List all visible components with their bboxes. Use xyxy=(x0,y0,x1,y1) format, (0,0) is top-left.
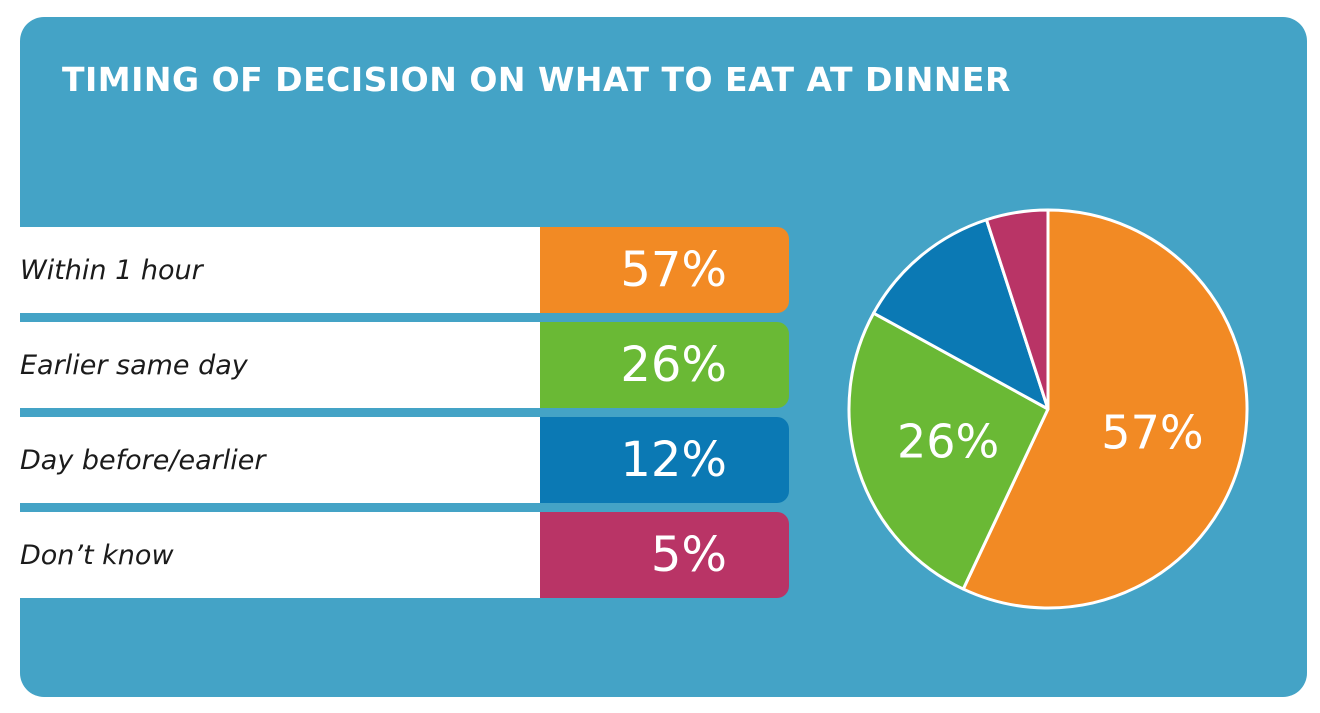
legend-label-day-before-earlier: Day before/earlier xyxy=(20,417,540,503)
legend-value-dont-know: 5% xyxy=(540,512,789,598)
legend-label-earlier-same-day: Earlier same day xyxy=(20,322,540,408)
legend-value-earlier-same-day: 26% xyxy=(540,322,789,408)
pie-slice-within-1-hour xyxy=(961,208,1249,610)
pie-slice-dont-know xyxy=(985,208,1050,411)
legend-value-within-1-hour: 57% xyxy=(540,227,789,313)
legend-row-dont-know: Don’t know 5% xyxy=(20,512,790,598)
legend-label-within-1-hour: Within 1 hour xyxy=(20,227,540,313)
pie-chart: 57% 26% xyxy=(847,208,1249,610)
legend-row-day-before-earlier: Day before/earlier 12% xyxy=(20,417,790,503)
pie-label-earlier-same-day: 26% xyxy=(897,414,999,468)
legend-rows: Within 1 hour 57% Earlier same day 26% D… xyxy=(20,227,790,607)
legend-value-day-before-earlier: 12% xyxy=(540,417,789,503)
chart-title: TIMING OF DECISION ON WHAT TO EAT AT DIN… xyxy=(62,60,1011,99)
legend-label-dont-know: Don’t know xyxy=(20,512,540,598)
legend-row-within-1-hour: Within 1 hour 57% xyxy=(20,227,790,313)
pie-label-within-1-hour: 57% xyxy=(1101,405,1203,459)
legend-row-earlier-same-day: Earlier same day 26% xyxy=(20,322,790,408)
pie-slice-day-before-earlier xyxy=(872,218,1050,411)
